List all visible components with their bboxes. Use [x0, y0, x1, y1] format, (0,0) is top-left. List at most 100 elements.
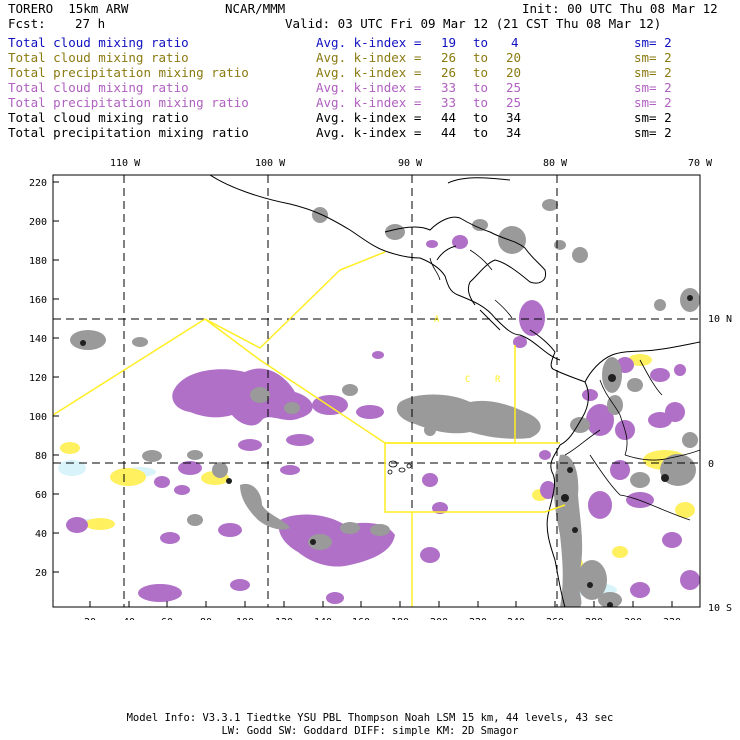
- legend-to: to: [473, 35, 489, 50]
- y-tick-label: 220: [29, 178, 47, 189]
- legend-hi: 25: [506, 80, 522, 95]
- legend-kindex: Avg. k-index =: [316, 110, 422, 125]
- legend-sm: sm= 2: [634, 110, 672, 125]
- legend-lo: 44: [441, 125, 457, 140]
- x-tick-label: 320: [663, 617, 681, 620]
- y-tick-label: 100: [29, 412, 47, 423]
- legend-row: Total cloud mixing ratio Avg. k-index = …: [8, 50, 738, 65]
- dark-cores: [80, 295, 693, 607]
- legend-row: Total precipitation mixing ratio Avg. k-…: [8, 125, 738, 140]
- legend-to: to: [473, 65, 489, 80]
- longitude-labels: 110 W 100 W 90 W 80 W 70 W: [110, 158, 713, 169]
- x-tick-label: 140: [314, 617, 332, 620]
- legend-hi: 34: [506, 110, 522, 125]
- y-axis: [53, 181, 59, 573]
- x-tick-label: 220: [469, 617, 487, 620]
- coastlines: [209, 175, 700, 607]
- domain-glyph-c: C: [465, 375, 470, 385]
- lat-label-10n: 10 N: [708, 314, 732, 325]
- y-tick-label: 160: [29, 295, 47, 306]
- legend-field: Total precipitation mixing ratio: [8, 65, 249, 80]
- y-tick-label: 80: [35, 451, 47, 462]
- legend-kindex: Avg. k-index =: [316, 50, 422, 65]
- y-tick-label: 20: [35, 568, 47, 579]
- x-tick-label: 120: [275, 617, 293, 620]
- legend-kindex: Avg. k-index =: [316, 80, 422, 95]
- domain-outlines: [53, 251, 566, 607]
- purple-shading: [66, 235, 700, 604]
- lat-label-0: 0: [708, 459, 714, 470]
- y-tick-label: 200: [29, 217, 47, 228]
- legend-hi: 34: [506, 125, 522, 140]
- legend-hi: 20: [506, 65, 522, 80]
- country-borders: [429, 249, 700, 521]
- forecast-hours: 27 h: [75, 16, 106, 31]
- legend-to: to: [473, 110, 489, 125]
- x-tick-label: 100: [236, 617, 254, 620]
- legend-field: Total cloud mixing ratio: [8, 50, 189, 65]
- y-tick-label: 40: [35, 529, 47, 540]
- legend-to: to: [473, 125, 489, 140]
- x-tick-label: 20: [84, 617, 96, 620]
- legend-lo: 44: [441, 110, 457, 125]
- legend-kindex: Avg. k-index =: [316, 95, 422, 110]
- legend-row: Total precipitation mixing ratio Avg. k-…: [8, 65, 738, 80]
- plot-area: A C R: [53, 175, 700, 607]
- model-info-line1: Model Info: V3.3.1 Tiedtke YSU PBL Thomp…: [126, 712, 614, 724]
- graticule: [53, 175, 700, 607]
- legend-field: Total precipitation mixing ratio: [8, 95, 249, 110]
- legend-kindex: Avg. k-index =: [316, 65, 422, 80]
- y-tick-label: 140: [29, 334, 47, 345]
- legend-hi: 25: [506, 95, 522, 110]
- legend-lo: 33: [441, 95, 457, 110]
- y-tick-label: 120: [29, 373, 47, 384]
- y-tick-label: 180: [29, 256, 47, 267]
- x-tick-label: 280: [585, 617, 603, 620]
- legend-field: Total cloud mixing ratio: [8, 80, 189, 95]
- lon-label-70w: 70 W: [688, 158, 713, 169]
- legend-row: Total cloud mixing ratio Avg. k-index = …: [8, 35, 738, 50]
- weather-map: 110 W 100 W 90 W 80 W 70 W 10 N 0 10 S: [29, 158, 732, 620]
- forecast-label: Fcst:: [8, 16, 46, 31]
- domain-glyphs: A C R: [434, 315, 501, 385]
- legend-kindex: Avg. k-index =: [316, 125, 422, 140]
- lon-label-90w: 90 W: [398, 158, 423, 169]
- lat-label-10s: 10 S: [708, 603, 732, 614]
- legend-to: to: [473, 50, 489, 65]
- init-time: Init: 00 UTC Thu 08 Mar 12: [522, 1, 718, 16]
- x-tick-label: 260: [546, 617, 564, 620]
- domain-glyph-a: A: [434, 315, 440, 325]
- legend-kindex: Avg. k-index =: [316, 35, 422, 50]
- legend-lo: 33: [441, 80, 457, 95]
- x-tick-label: 60: [161, 617, 173, 620]
- lon-label-110w: 110 W: [110, 158, 141, 169]
- lon-label-100w: 100 W: [255, 158, 286, 169]
- x-axis-labels: 20 40 60 80 100 120 140 160 180 200 220 …: [84, 617, 681, 620]
- legend-lo: 26: [441, 50, 457, 65]
- x-tick-label: 180: [391, 617, 409, 620]
- x-tick-label: 240: [507, 617, 525, 620]
- y-axis-labels: 220 200 180 160 140 120 100 80 60 40 20: [29, 178, 47, 579]
- legend-to: to: [473, 80, 489, 95]
- legend-field: Total precipitation mixing ratio: [8, 125, 249, 140]
- x-tick-label: 300: [624, 617, 642, 620]
- legend-sm: sm= 2: [634, 65, 672, 80]
- legend-lo: 26: [441, 65, 457, 80]
- legend-lo: 19: [441, 35, 457, 50]
- legend-hi: 20: [506, 50, 522, 65]
- model-name: TORERO 15km ARW: [8, 1, 129, 16]
- domain-glyph-r: R: [495, 375, 501, 385]
- organization: NCAR/MMM: [225, 1, 286, 16]
- x-tick-label: 80: [200, 617, 212, 620]
- legend-row: Total precipitation mixing ratio Avg. k-…: [8, 95, 738, 110]
- model-info-line2: LW: Godd SW: Goddard DIFF: simple KM: 2D…: [221, 725, 519, 737]
- legend-sm: sm= 2: [634, 50, 672, 65]
- legend-field: Total cloud mixing ratio: [8, 110, 189, 125]
- latitude-labels: 10 N 0 10 S: [708, 314, 732, 614]
- lon-label-80w: 80 W: [543, 158, 568, 169]
- legend-row: Total cloud mixing ratio Avg. k-index = …: [8, 80, 738, 95]
- legend-sm: sm= 2: [634, 80, 672, 95]
- x-tick-label: 200: [430, 617, 448, 620]
- legend-field: Total cloud mixing ratio: [8, 35, 189, 50]
- plot-frame: [52, 174, 701, 608]
